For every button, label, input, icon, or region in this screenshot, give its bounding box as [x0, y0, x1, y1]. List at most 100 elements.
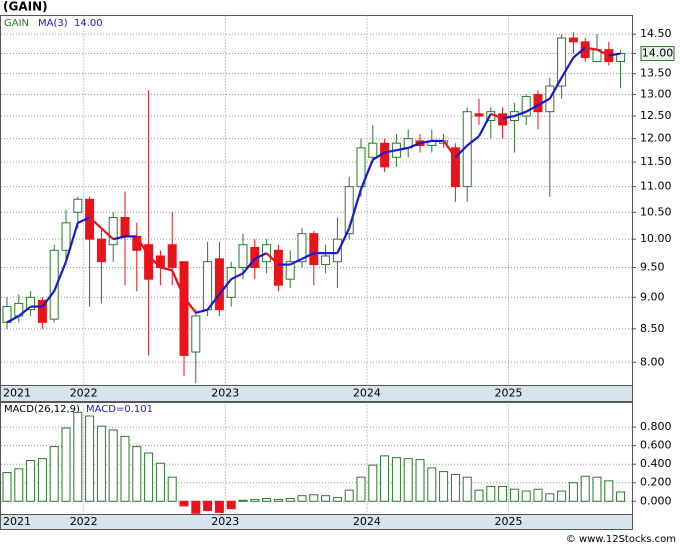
ma-segment: [407, 142, 421, 149]
candle-body: [26, 296, 36, 311]
ma-segment: [548, 77, 563, 100]
ma-segment: [218, 278, 233, 295]
legend-entry: MA(3): [38, 18, 68, 29]
macd-bar: [262, 497, 272, 502]
macd-bar: [509, 488, 519, 502]
ma-segment: [206, 293, 221, 311]
macd-bar: [250, 498, 260, 502]
ma-segment: [478, 113, 492, 137]
macd-bar: [344, 489, 354, 502]
candle-body: [344, 186, 354, 235]
last-price-label: 14.00: [642, 47, 674, 60]
candle-body: [273, 249, 283, 286]
y-tick-label: 0.600: [640, 439, 672, 452]
candle-body: [179, 261, 189, 356]
candle-body: [557, 37, 567, 87]
candle-body: [37, 299, 47, 323]
macd-bar: [616, 491, 626, 502]
macd-bar: [226, 500, 236, 510]
macd-bar: [332, 497, 342, 502]
x-tick-label: 2021: [3, 387, 31, 400]
macd-bar: [96, 425, 106, 502]
ma-segment: [135, 235, 150, 257]
ma-segment: [572, 46, 586, 59]
ma-segment: [419, 139, 433, 145]
macd-bar: [557, 490, 567, 502]
macd-bar: [167, 476, 177, 502]
ma-segment: [242, 258, 256, 274]
x-tick-label: 2022: [70, 387, 98, 400]
candle-body: [332, 238, 342, 263]
ma-segment: [254, 252, 268, 260]
y-tick-label: 0.400: [640, 457, 672, 470]
y-tick-label: 10.00: [640, 232, 672, 245]
candle-body: [498, 113, 508, 126]
macd-bar: [368, 464, 378, 502]
ma-segment: [348, 188, 363, 229]
candle-body: [108, 217, 118, 246]
legend-value: 14.00: [74, 18, 103, 29]
ma-segment: [454, 144, 468, 159]
candle-body: [167, 244, 177, 268]
candle-body: [368, 142, 378, 158]
ma-segment: [525, 104, 539, 113]
candle-body: [49, 249, 59, 320]
ma-segment: [64, 222, 79, 263]
macd-bar: [297, 495, 307, 502]
ma-segment: [301, 252, 315, 260]
legend-entry: GAIN: [4, 18, 29, 29]
ma-segment: [265, 252, 280, 266]
ma-segment: [53, 261, 68, 292]
y-tick-label: 8.00: [640, 355, 665, 368]
x-tick-label: 2025: [495, 515, 523, 528]
macd-bar: [120, 435, 130, 502]
y-tick-label: 13.00: [640, 87, 672, 100]
macd-bar: [214, 500, 224, 513]
macd-bar: [356, 476, 366, 502]
ma-segment: [442, 140, 457, 158]
footer: © www.12Stocks.com: [566, 534, 676, 545]
macd-bar: [61, 427, 71, 502]
candle-body: [238, 244, 248, 268]
macd-bar: [49, 446, 59, 502]
macd-bar: [403, 458, 413, 502]
ma-segment: [171, 269, 186, 298]
y-tick-label: 13.50: [640, 67, 672, 80]
price-panel: [0, 15, 633, 386]
ma-segment: [100, 227, 114, 240]
macd-bar: [73, 411, 83, 502]
macd-bar: [592, 476, 602, 502]
x-tick-label: 2024: [353, 515, 381, 528]
ma-segment: [596, 48, 610, 57]
x-tick-label: 2022: [70, 515, 98, 528]
x-tick-label: 2024: [353, 387, 381, 400]
macd-bar: [498, 485, 508, 502]
macd-bar: [26, 459, 36, 502]
y-tick-label: 11.50: [640, 155, 672, 168]
y-tick-label: 0.200: [640, 476, 672, 489]
y-tick-label: 0.000: [640, 494, 672, 507]
macd-title: MACD(26,12,9): [4, 404, 80, 415]
macd-bar: [580, 475, 590, 502]
ma-segment: [112, 235, 126, 241]
candle-body: [144, 244, 154, 280]
candle-body: [285, 261, 295, 280]
y-tick-label: 9.50: [640, 260, 665, 273]
macd-bar: [462, 476, 472, 502]
macd-bar: [2, 472, 12, 502]
ma-segment: [372, 151, 386, 161]
y-tick-label: 10.50: [640, 205, 672, 218]
candle-body: [191, 315, 201, 353]
macd-bar: [568, 482, 578, 502]
ma-segment: [147, 255, 162, 269]
ma-segment: [160, 266, 173, 272]
macd-bar: [108, 429, 118, 502]
ma-segment: [230, 272, 244, 281]
ma-segment: [18, 305, 32, 317]
candle-body: [61, 222, 71, 251]
macd-bar: [14, 468, 24, 502]
candle-body: [226, 266, 236, 298]
ma-segment: [359, 159, 374, 190]
price-x-axis: [0, 385, 633, 402]
ma-segment: [183, 296, 197, 314]
